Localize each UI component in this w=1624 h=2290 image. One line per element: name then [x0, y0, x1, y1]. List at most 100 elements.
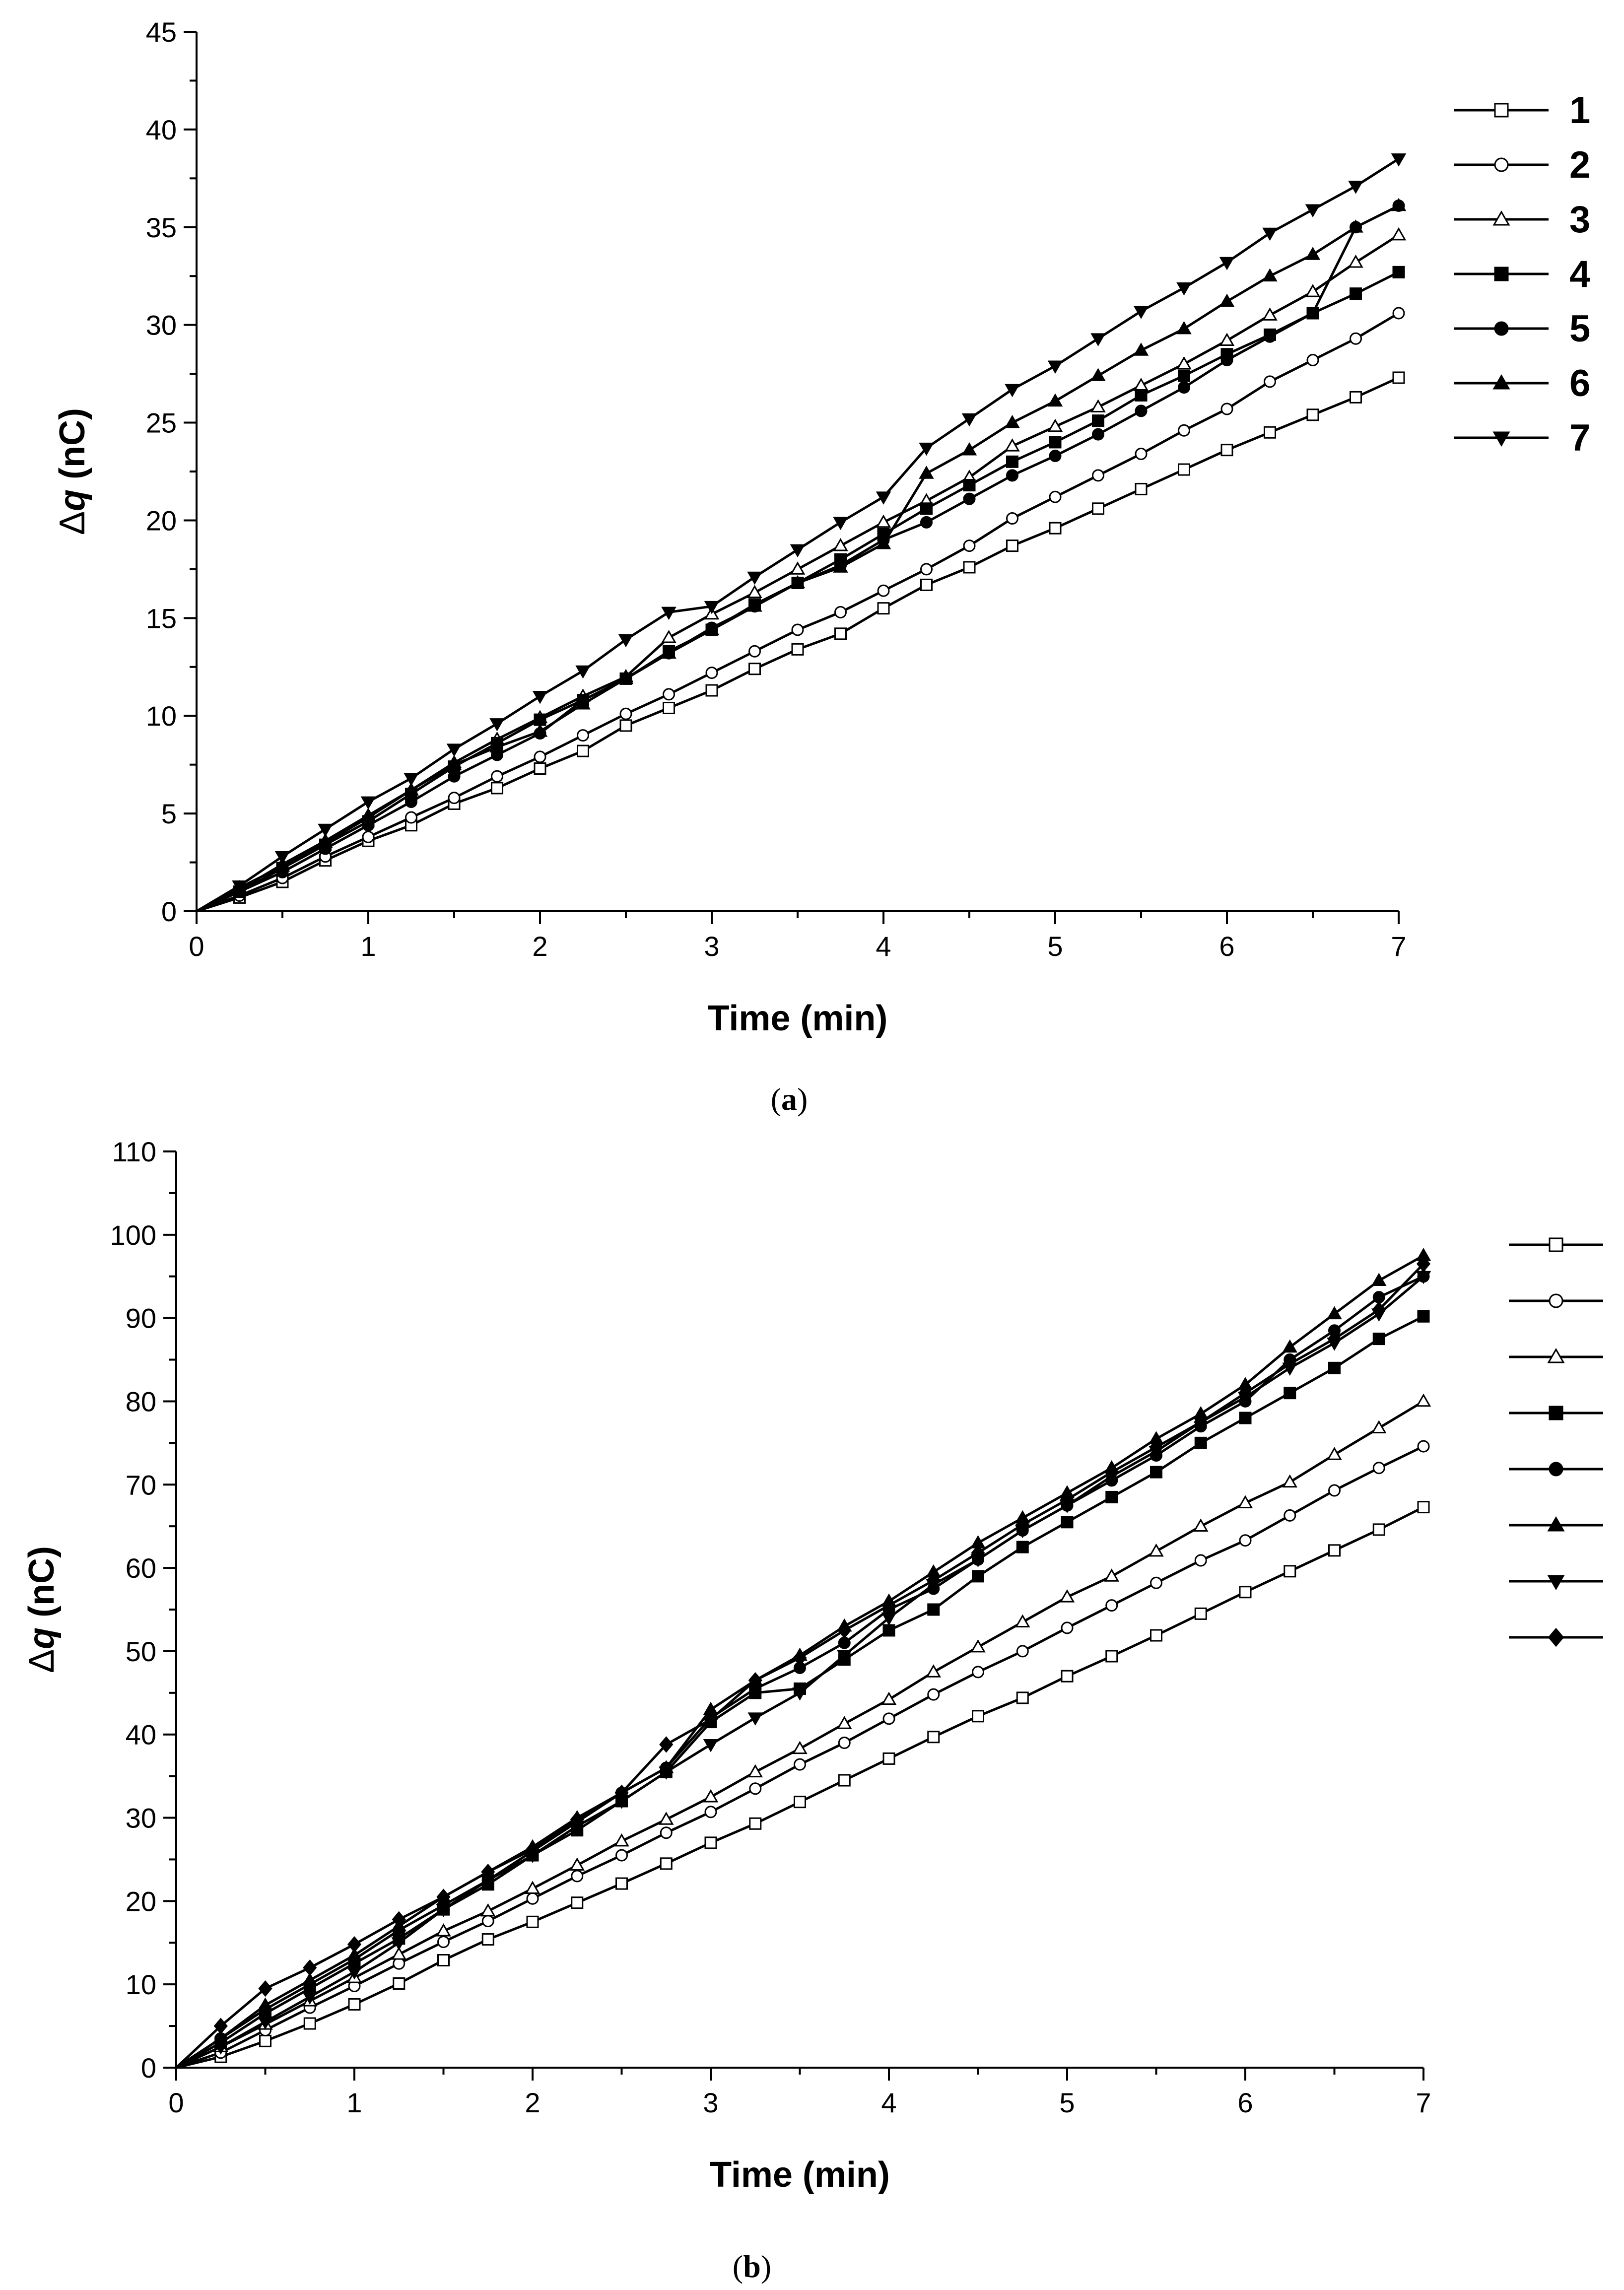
data-point — [1327, 1447, 1342, 1460]
legend-entry-7: 7 — [1454, 417, 1590, 459]
data-point — [1092, 502, 1104, 515]
series-5 — [196, 199, 1405, 913]
legend-marker — [1547, 1516, 1565, 1532]
data-point — [1264, 375, 1276, 388]
legend-marker — [1547, 1348, 1565, 1363]
data-point — [876, 491, 891, 505]
legend-marker — [1494, 157, 1509, 172]
data-point — [404, 773, 419, 786]
data-point — [1283, 1355, 1297, 1372]
data-point — [571, 1870, 584, 1883]
legend-marker — [1549, 1237, 1563, 1252]
x-tick-label: 0 — [168, 2087, 184, 2118]
data-point — [963, 561, 976, 574]
data-point — [348, 1998, 361, 2011]
data-point — [926, 1664, 941, 1678]
data-point — [1391, 198, 1407, 211]
data-point — [927, 1603, 940, 1616]
y-tick-label: 110 — [112, 1136, 156, 1167]
data-point — [1372, 1291, 1385, 1304]
data-point — [661, 630, 677, 643]
data-point — [882, 1712, 895, 1725]
data-point — [747, 1764, 763, 1778]
data-point — [919, 442, 934, 456]
legend-entry-5: 5 — [1509, 1462, 1603, 1477]
data-point — [1047, 418, 1063, 432]
data-point — [1262, 268, 1278, 282]
series-4-line — [196, 271, 1400, 913]
data-point — [747, 599, 762, 612]
series-1-line — [176, 1506, 1424, 2069]
data-point — [1104, 1568, 1119, 1582]
data-point — [1372, 1462, 1385, 1475]
data-point — [1006, 469, 1018, 482]
data-point — [1193, 1518, 1209, 1532]
data-point — [615, 1849, 628, 1862]
data-point — [481, 1915, 494, 1928]
legend-marker — [1549, 1406, 1563, 1420]
y-tick-label: 90 — [126, 1303, 156, 1334]
data-point — [1282, 1339, 1297, 1353]
data-point — [1135, 482, 1148, 495]
data-point — [362, 830, 375, 843]
legend-entry-4: 4 — [1454, 253, 1590, 295]
legend-label: 2 — [1569, 144, 1590, 186]
data-point — [532, 724, 548, 737]
data-point — [1306, 408, 1319, 421]
data-point — [961, 413, 977, 427]
data-point — [1104, 1464, 1119, 1481]
data-point — [274, 858, 290, 872]
y-tick-label: 35 — [146, 212, 177, 243]
data-point — [346, 1947, 362, 1961]
data-point — [747, 585, 762, 598]
legend-entry-4: 4 — [1509, 1406, 1603, 1420]
data-point — [1239, 1534, 1252, 1547]
data-point — [1176, 282, 1192, 296]
legend-marker — [1548, 1627, 1564, 1647]
data-point — [791, 643, 804, 656]
data-point — [972, 1570, 984, 1583]
data-point — [491, 782, 503, 795]
data-point — [1150, 1629, 1162, 1642]
data-point — [881, 1597, 896, 1614]
data-point — [1350, 287, 1362, 300]
data-point — [790, 575, 806, 589]
data-point — [705, 684, 718, 697]
data-point — [1150, 1576, 1162, 1589]
y-tick-label: 50 — [126, 1636, 156, 1667]
data-point — [660, 1857, 673, 1870]
data-point — [258, 1997, 273, 2011]
y-tick-label: 70 — [126, 1469, 156, 1500]
data-point — [794, 1796, 806, 1809]
data-point — [1417, 1310, 1430, 1323]
data-point — [1061, 1670, 1074, 1683]
y-axis-title: Δq (nC) — [22, 1546, 62, 1673]
data-point — [833, 538, 848, 551]
data-point — [661, 606, 677, 620]
x-tick-label: 4 — [876, 931, 891, 962]
data-point — [1178, 463, 1190, 476]
data-point — [302, 1972, 318, 1986]
data-point — [1005, 438, 1020, 452]
y-tick-label: 20 — [146, 505, 177, 536]
data-point — [1176, 356, 1192, 370]
data-point — [1135, 448, 1148, 461]
data-point — [876, 536, 891, 549]
legend-marker — [1547, 1575, 1565, 1590]
y-tick-label: 100 — [110, 1219, 156, 1251]
data-point — [837, 1650, 852, 1663]
legend-marker — [1549, 1293, 1563, 1308]
data-point — [347, 1936, 362, 1953]
y-tick-label: 0 — [141, 2052, 156, 2084]
legend-marker — [1492, 431, 1510, 447]
data-point — [360, 809, 376, 823]
data-point — [926, 1572, 941, 1589]
data-point — [833, 517, 848, 531]
data-point — [792, 1741, 808, 1754]
x-tick-label: 1 — [346, 2087, 362, 2118]
data-point — [1090, 399, 1106, 412]
x-tick-label: 2 — [532, 931, 547, 962]
data-point — [1305, 247, 1321, 260]
data-point — [927, 1688, 940, 1701]
